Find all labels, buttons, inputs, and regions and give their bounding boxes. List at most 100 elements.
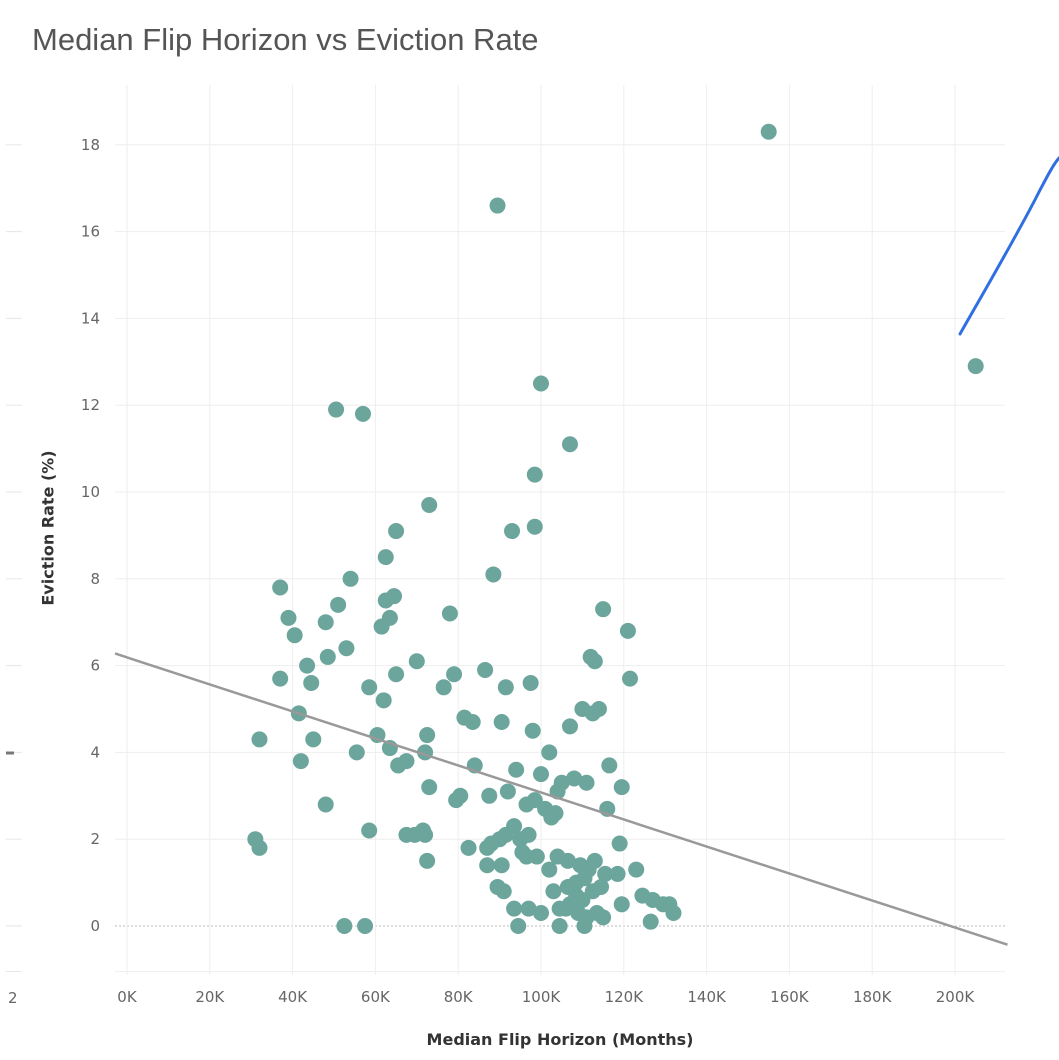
data-point [561, 718, 578, 735]
data-point [533, 375, 549, 392]
x-tick-label: 160K [770, 988, 810, 1006]
y-axis-label: Eviction Rate (%) [38, 450, 58, 606]
x-tick-label: 120K [605, 988, 645, 1006]
data-point [305, 731, 322, 748]
data-point [493, 857, 510, 874]
data-point [661, 896, 678, 913]
y-tick-label: 0 [90, 917, 100, 935]
data-point [622, 670, 639, 687]
data-point [528, 848, 545, 865]
data-point [533, 904, 549, 921]
x-tick-label: 140K [687, 988, 727, 1006]
data-point [508, 761, 525, 778]
data-point [317, 614, 334, 631]
data-point [464, 714, 481, 731]
data-point [388, 666, 405, 683]
data-point [408, 653, 425, 670]
data-point [553, 774, 570, 791]
data-point [417, 826, 434, 843]
data-point [493, 714, 510, 731]
data-point [328, 401, 345, 418]
x-tick-label: 40K [278, 988, 308, 1006]
data-point [514, 844, 531, 861]
data-point [479, 839, 496, 856]
data-point [541, 744, 558, 761]
data-point [967, 358, 984, 375]
data-point [398, 753, 415, 770]
data-point [566, 770, 583, 787]
data-point [272, 579, 289, 596]
data-point [497, 679, 514, 696]
data-point [361, 679, 378, 696]
data-point [342, 570, 359, 587]
data-point [377, 549, 394, 566]
edge-label: 2 [8, 989, 18, 1007]
chart-title: Median Flip Horizon vs Eviction Rate [32, 22, 539, 57]
data-point [628, 861, 645, 878]
x-tick-label: 180K [853, 988, 893, 1006]
data-point [452, 787, 469, 804]
data-point [441, 605, 458, 622]
data-point [510, 918, 527, 934]
data-point [338, 640, 355, 657]
y-tick-label: 18 [81, 136, 100, 154]
data-point [499, 783, 516, 800]
data-point [547, 805, 564, 822]
data-point [561, 436, 578, 453]
hand-drawn-arrow [958, 156, 1059, 336]
data-point [348, 744, 365, 761]
data-point [593, 878, 610, 895]
x-tick-labels: 0K 20K 40K 60K 80K 100K 120K 140K 160K 180K 200K [117, 988, 975, 1006]
data-point [609, 865, 626, 882]
y-tick-label: 8 [90, 570, 100, 588]
x-tick-label: 100K [522, 988, 562, 1006]
y-tick-labels: 0 2 4 6 8 10 12 14 16 18 [81, 136, 100, 935]
data-point [303, 674, 320, 691]
data-point [489, 197, 506, 214]
data-point [479, 857, 496, 874]
x-axis-label: Median Flip Horizon (Months) [426, 1030, 694, 1049]
data-point [613, 779, 630, 796]
data-point [481, 787, 498, 804]
y-tick-label: 12 [81, 396, 100, 414]
data-point [760, 123, 777, 140]
data-point [541, 861, 558, 878]
trend-line [114, 652, 1008, 946]
data-point [520, 826, 537, 843]
data-point [317, 796, 334, 813]
data-point [419, 852, 436, 869]
data-point [421, 497, 438, 514]
data-point [619, 622, 636, 639]
data-point [533, 766, 549, 783]
x-tick-label: 0K [117, 988, 138, 1006]
data-point [545, 883, 562, 900]
trendline [114, 652, 1008, 946]
data-point [357, 918, 374, 934]
data-point [601, 757, 618, 774]
data-point [506, 900, 523, 917]
data-point [578, 774, 595, 791]
data-point [524, 722, 541, 739]
x-tick-label: 20K [195, 988, 225, 1006]
data-point [526, 466, 543, 483]
data-point [435, 679, 452, 696]
data-point [419, 727, 436, 744]
data-point [495, 883, 512, 900]
data-point [373, 618, 390, 635]
data-point [590, 701, 607, 717]
data-point [595, 601, 612, 618]
data-point [460, 839, 477, 856]
data-point [251, 839, 268, 856]
data-point [576, 918, 593, 934]
data-point [504, 523, 521, 540]
data-point [330, 596, 347, 613]
y-tick-label: 4 [90, 743, 100, 761]
data-point [361, 822, 378, 839]
data-point [642, 913, 659, 930]
y-tick-label: 16 [81, 223, 100, 241]
data-point [559, 852, 576, 869]
data-point [595, 909, 612, 926]
y-tick-label: 6 [90, 657, 100, 675]
data-point [446, 666, 463, 683]
